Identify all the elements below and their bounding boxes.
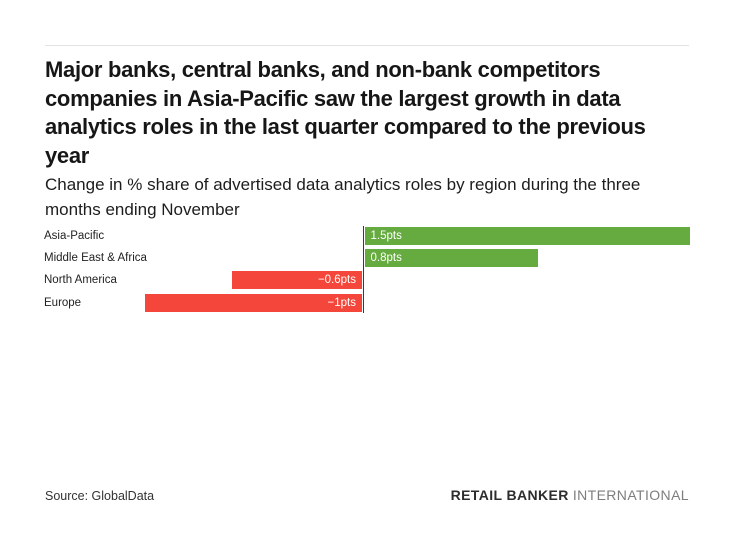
brand-logo-light: INTERNATIONAL: [572, 487, 689, 503]
bar: 0.8pts: [364, 249, 538, 267]
diverging-bar-chart: Asia-Pacific 1.5pts Middle East & Africa 0.…: [0, 226, 735, 317]
bar: −1pts: [145, 294, 362, 312]
source-note: Source: GlobalData: [45, 489, 155, 503]
page-title: Major banks, central banks, and non-bank…: [45, 57, 646, 168]
top-divider: [45, 45, 689, 46]
bar: 1.5pts: [364, 227, 690, 245]
category-label: Middle East & Africa: [44, 252, 147, 264]
bar-value-label: 0.8pts: [370, 252, 402, 264]
bar: −0.6pts: [232, 271, 362, 289]
category-label: Asia-Pacific: [44, 230, 105, 242]
zero-axis-line: [362, 226, 364, 313]
bar-value-label: −0.6pts: [317, 274, 356, 286]
brand-logo-bold: RETAIL BANKER: [450, 487, 569, 503]
bar-value-label: −1pts: [327, 297, 356, 309]
category-label: Europe: [44, 297, 82, 309]
bar-value-label: 1.5pts: [370, 230, 402, 242]
category-label: North America: [44, 274, 117, 286]
page-subtitle: Change in % share of advertised data ana…: [45, 175, 641, 219]
brand-logo: RETAIL BANKER INTERNATIONAL: [451, 487, 689, 503]
